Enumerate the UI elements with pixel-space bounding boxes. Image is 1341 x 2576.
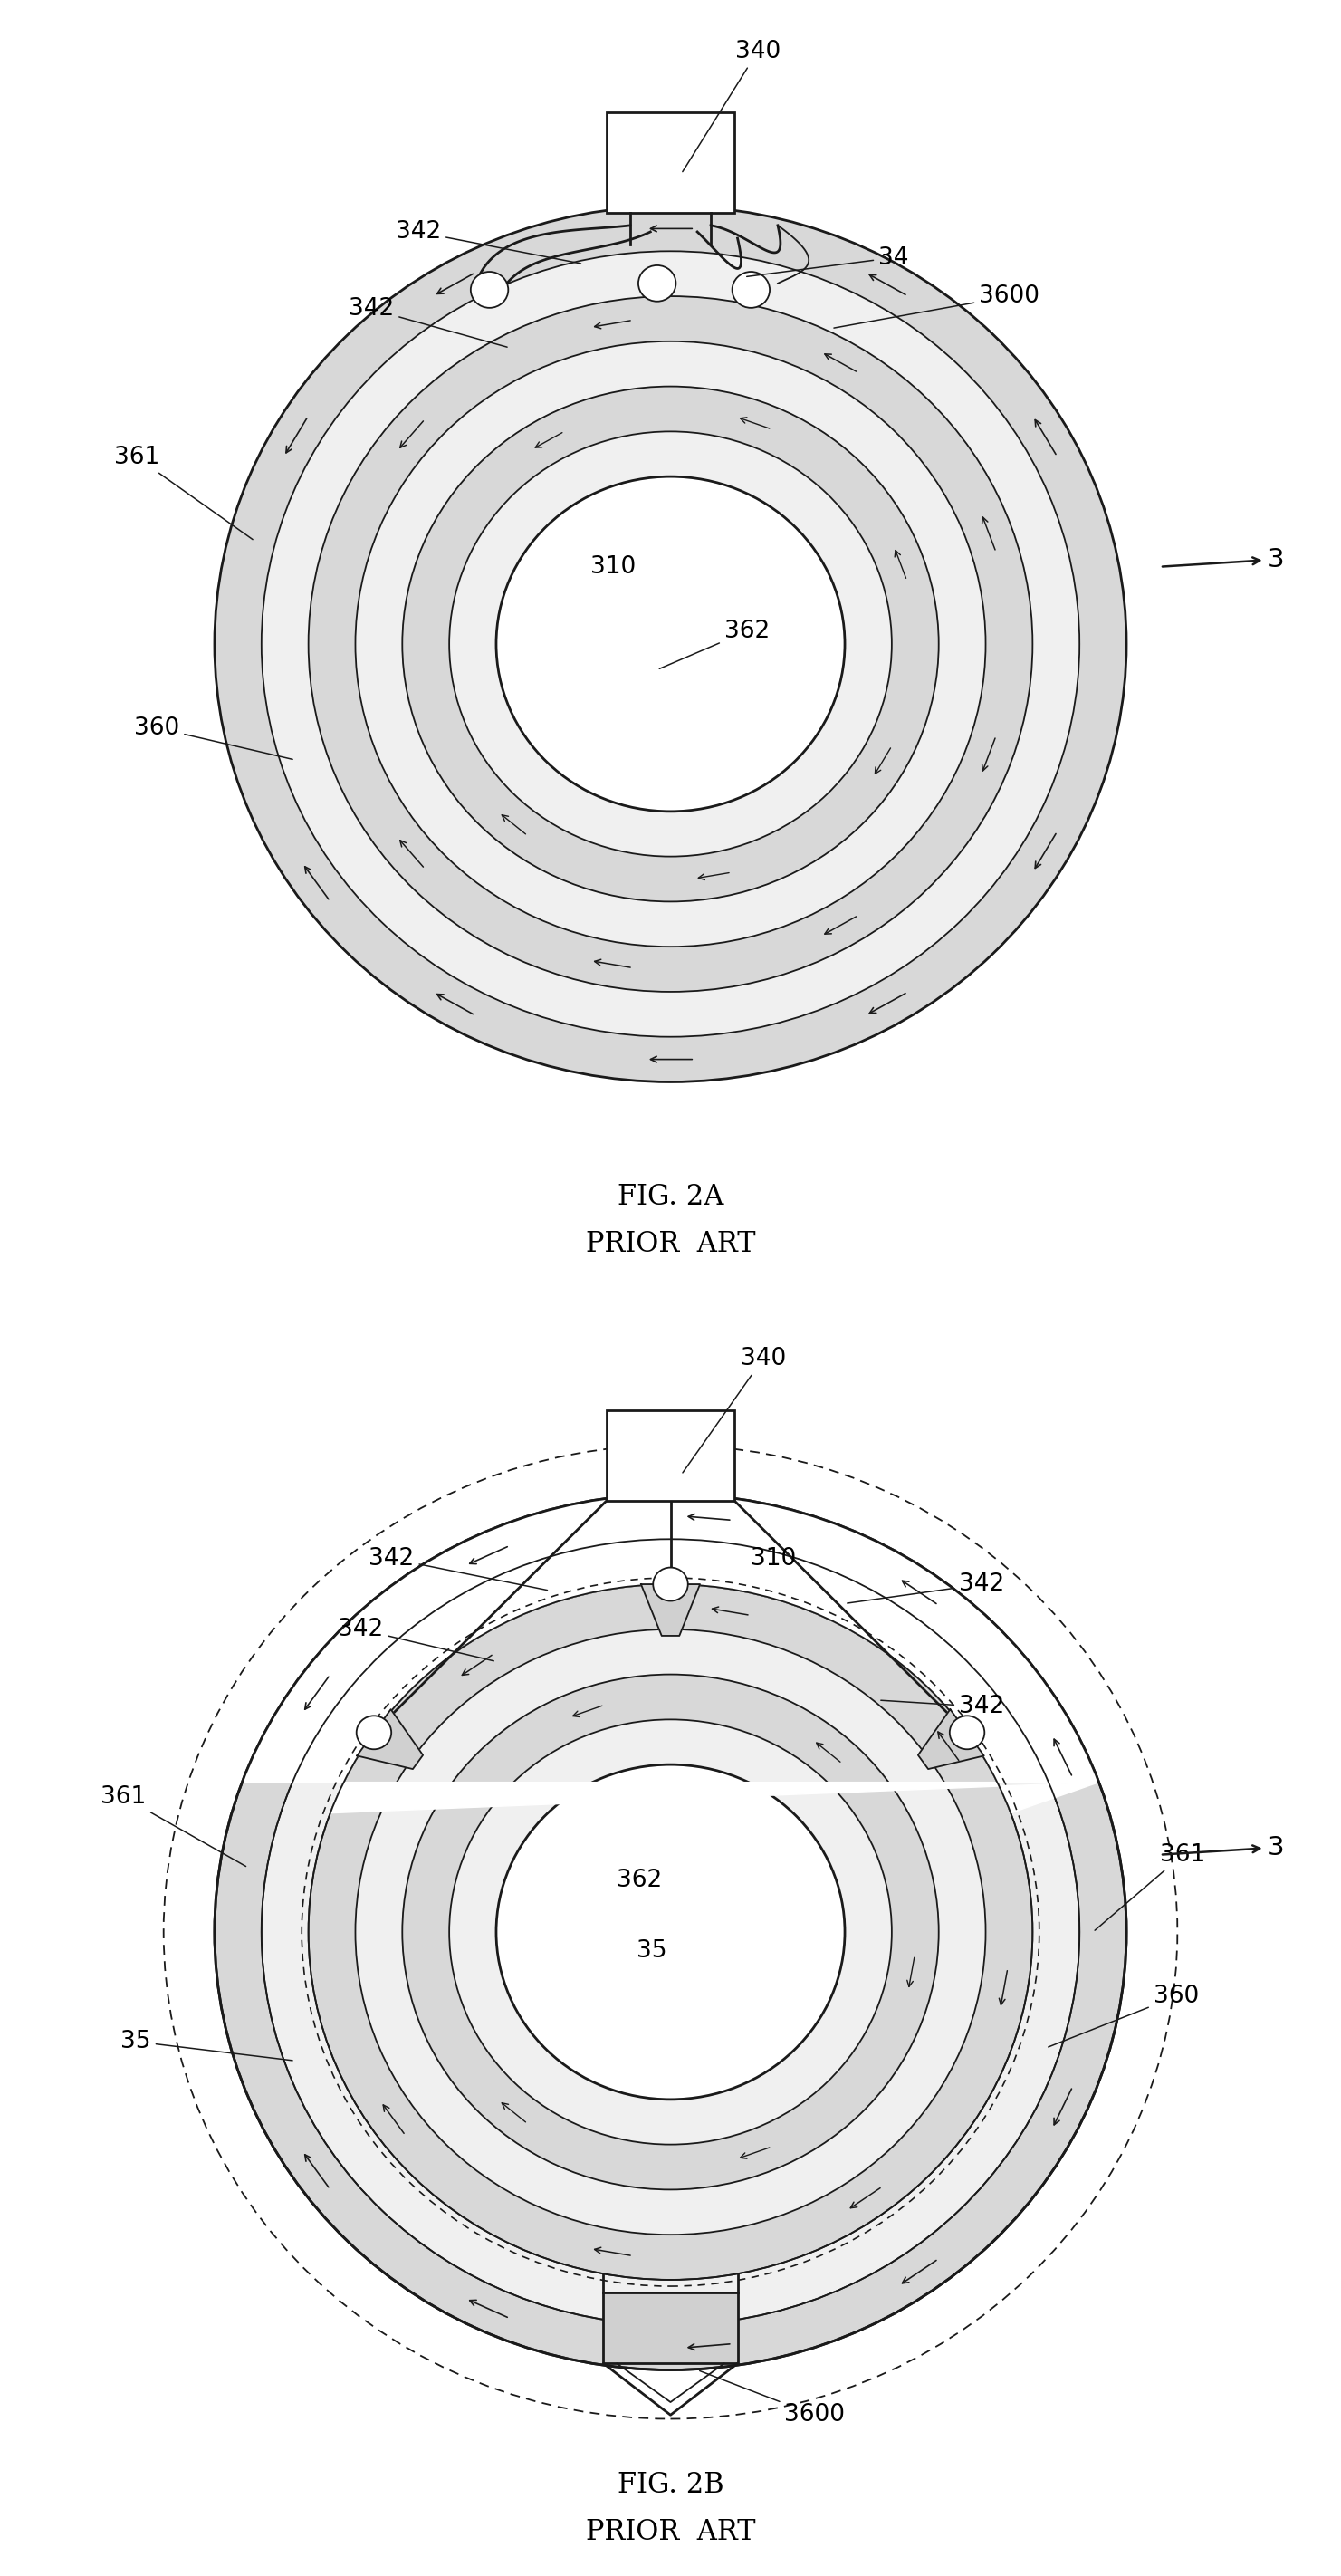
Text: 3: 3 [1163, 546, 1285, 572]
Text: 35: 35 [121, 2030, 292, 2061]
Text: 342: 342 [396, 219, 581, 263]
Text: 340: 340 [683, 39, 780, 173]
Text: 342: 342 [848, 1571, 1004, 1602]
Text: 362: 362 [617, 1868, 662, 1893]
Text: 361: 361 [1094, 1842, 1206, 1929]
Polygon shape [402, 386, 939, 902]
Text: 310: 310 [751, 1546, 797, 1571]
Polygon shape [919, 1710, 984, 1770]
Polygon shape [355, 343, 986, 945]
Text: 342: 342 [349, 296, 507, 348]
Polygon shape [402, 1674, 939, 2190]
Polygon shape [308, 1584, 1033, 2280]
Text: 3600: 3600 [700, 2370, 845, 2427]
Text: 310: 310 [590, 554, 636, 580]
Circle shape [732, 270, 770, 307]
Text: 362: 362 [660, 618, 770, 670]
Text: 342: 342 [881, 1695, 1004, 1718]
Polygon shape [308, 296, 1033, 992]
Bar [607, 111, 735, 214]
Text: FIG. 2A: FIG. 2A [617, 1182, 724, 1211]
Text: 361: 361 [114, 446, 252, 538]
Text: 3: 3 [1163, 1834, 1285, 1860]
Text: 35: 35 [637, 1940, 668, 1963]
Text: PRIOR  ART: PRIOR ART [586, 2519, 755, 2545]
Text: PRIOR  ART: PRIOR ART [586, 1231, 755, 1257]
Text: FIG. 2B: FIG. 2B [617, 2470, 724, 2499]
Text: 342: 342 [338, 1618, 493, 1662]
Polygon shape [215, 206, 1126, 1082]
Polygon shape [641, 1584, 700, 1636]
Polygon shape [243, 1494, 1098, 1814]
Circle shape [357, 1716, 392, 1749]
Polygon shape [261, 252, 1080, 1036]
Text: 342: 342 [369, 1546, 547, 1589]
Polygon shape [449, 1721, 892, 2143]
Text: 340: 340 [683, 1347, 786, 1473]
Polygon shape [449, 433, 892, 855]
Text: 3600: 3600 [834, 283, 1039, 327]
Text: 361: 361 [101, 1785, 245, 1868]
Text: 360: 360 [1049, 1984, 1199, 2048]
Circle shape [638, 265, 676, 301]
Text: 34: 34 [747, 245, 909, 276]
Circle shape [653, 1566, 688, 1600]
Bar [607, 1412, 735, 1499]
FancyBboxPatch shape [603, 2293, 738, 2365]
Circle shape [949, 1716, 984, 1749]
Polygon shape [355, 1631, 986, 2233]
Polygon shape [215, 1494, 1126, 2370]
Polygon shape [261, 1540, 1080, 2324]
Polygon shape [357, 1710, 422, 1770]
Text: 360: 360 [134, 716, 292, 760]
Circle shape [471, 270, 508, 307]
